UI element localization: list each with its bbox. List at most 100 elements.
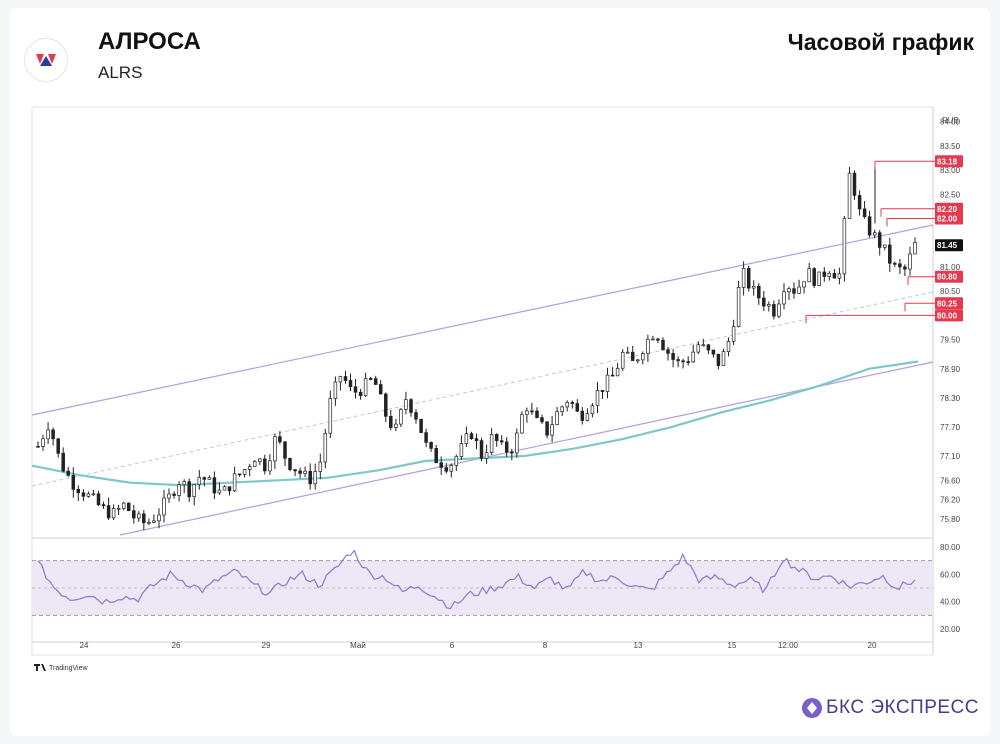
y-tick-label: 84.00 (940, 118, 961, 127)
y-tick-label: 80.50 (940, 287, 961, 296)
candle-down (126, 502, 131, 512)
candle-up (363, 378, 368, 397)
price-label-text: 82.00 (937, 214, 958, 223)
price-label-text: 80.25 (937, 299, 958, 308)
candle-down (772, 304, 776, 317)
candle-down (862, 208, 867, 218)
y-tick-label: 83.00 (940, 166, 961, 175)
candle-up (192, 484, 196, 498)
candle-up (404, 399, 408, 410)
candle-up (137, 513, 141, 519)
candle-down (867, 216, 872, 236)
brand-name: БКС ЭКСПРЕСС (826, 697, 979, 718)
candle-down (132, 510, 136, 519)
rsi-tick-label: 20.00 (940, 625, 961, 634)
candle-down (903, 266, 907, 270)
candle-up (731, 326, 736, 342)
x-tick-label: 6 (450, 641, 455, 650)
y-tick-label: 81.00 (940, 263, 961, 272)
candle-up (721, 351, 726, 366)
candle-down (630, 351, 635, 361)
candle-down (494, 434, 499, 441)
candle-up (177, 484, 181, 496)
candle-up (525, 410, 529, 415)
rsi-tick-label: 60.00 (940, 570, 961, 579)
candle-up (449, 465, 454, 472)
candle-up (595, 390, 600, 406)
candle-down (676, 359, 680, 362)
candle-up (399, 409, 403, 425)
candle-down (681, 360, 685, 363)
candle-down (368, 378, 373, 380)
candle-down (348, 380, 353, 388)
x-tick-label: 8 (543, 641, 548, 650)
y-tick-label: 82.50 (940, 190, 961, 199)
candle-down (757, 285, 761, 299)
candle-down (227, 486, 232, 492)
rsi-tick-label: 40.00 (940, 598, 961, 607)
price-label-text: 80.00 (937, 311, 958, 320)
candle-down (832, 272, 837, 279)
candle-up (550, 424, 554, 436)
y-tick-label: 83.50 (940, 142, 961, 151)
candle-down (762, 297, 766, 307)
candle-down (424, 432, 428, 443)
candle-up (111, 508, 116, 519)
candle-up (625, 351, 630, 354)
candle-down (71, 475, 76, 490)
candle-down (671, 353, 675, 360)
candle-up (605, 374, 610, 392)
candle-up (232, 473, 237, 492)
candle-down (686, 361, 690, 363)
price-label-box (935, 309, 963, 322)
candle-down (510, 451, 514, 454)
rsi-tick-label: 80.00 (940, 543, 961, 552)
candle-up (646, 338, 650, 355)
candle-down (419, 418, 423, 433)
candle-down (474, 438, 479, 441)
candle-down (535, 410, 539, 418)
candle-down (51, 429, 55, 440)
currency-label: RUB (942, 116, 959, 125)
candle-down (504, 441, 509, 453)
candle-up (162, 497, 166, 516)
candle-down (434, 448, 438, 464)
candle-up (167, 493, 171, 499)
candle-up (459, 443, 464, 457)
candle-up (651, 338, 655, 341)
x-tick-label: Май (350, 641, 366, 650)
candle-up (152, 520, 156, 523)
candle-down (610, 374, 615, 377)
candle-down (792, 288, 796, 294)
candle-up (489, 434, 494, 453)
candle-up (207, 477, 212, 480)
candle-down (353, 386, 358, 393)
candle-up (157, 514, 161, 522)
candle-down (36, 445, 40, 448)
y-tick-label: 79.50 (940, 336, 961, 345)
ticker-code: ALRS (98, 63, 143, 82)
x-tick-label: 24 (80, 641, 89, 650)
x-tick-label: 15 (728, 641, 737, 650)
candle-down (142, 513, 146, 524)
candle-down (570, 402, 575, 404)
candle-down (308, 470, 312, 485)
candle-down (378, 384, 383, 395)
candle-up (555, 411, 559, 425)
candle-up (258, 458, 262, 462)
candle-down (81, 492, 86, 497)
candle-down (278, 436, 282, 443)
candle-up (303, 470, 307, 474)
candle-down (283, 441, 287, 459)
candle-up (620, 351, 625, 369)
candle-down (469, 433, 474, 440)
candle-down (444, 467, 449, 472)
candle-down (545, 421, 549, 436)
candle-up (242, 469, 247, 475)
candle-up (515, 432, 519, 454)
candle-up (464, 433, 469, 444)
chart-kind-title: Часовой график (787, 29, 974, 55)
candle-up (247, 466, 252, 470)
candle-down (898, 263, 902, 268)
